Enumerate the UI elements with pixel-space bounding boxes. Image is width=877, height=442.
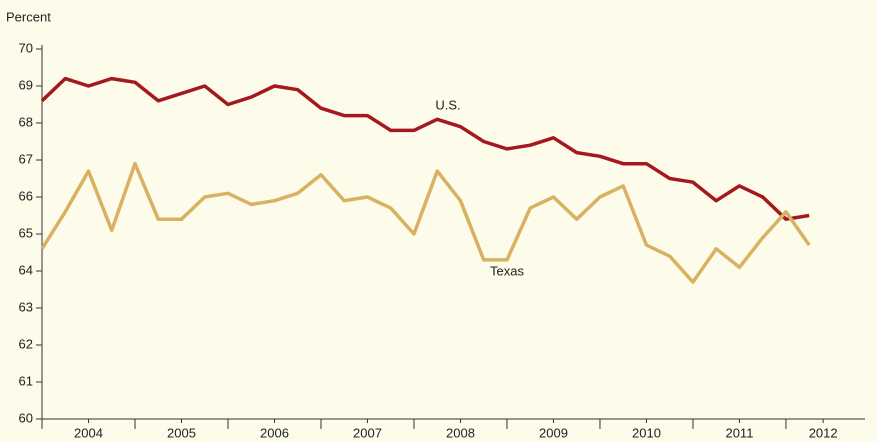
series-line — [40, 161, 811, 284]
y-tick-label: 61 — [19, 373, 33, 388]
x-tick-label: 2011 — [725, 425, 753, 440]
x-tick-label: 2009 — [539, 425, 568, 440]
y-tick-label: 67 — [19, 151, 33, 166]
x-tick-label: 2004 — [74, 425, 103, 440]
y-tick-label: 62 — [19, 336, 33, 351]
y-tick-label: 60 — [19, 410, 33, 425]
series-line — [40, 76, 810, 221]
x-tick-label: 2012 — [809, 425, 838, 440]
series-label: U.S. — [435, 97, 460, 112]
y-tick-label: 65 — [19, 225, 33, 240]
y-tick-label: 64 — [19, 262, 33, 277]
y-axis-label: Percent — [6, 9, 51, 24]
x-tick-label: 2007 — [353, 425, 382, 440]
y-tick-label: 68 — [19, 114, 33, 129]
x-tick-label: 2008 — [446, 425, 475, 440]
x-tick-label: 2006 — [260, 425, 289, 440]
y-tick-label: 66 — [19, 188, 33, 203]
x-tick-label: 2005 — [167, 425, 196, 440]
y-tick-label: 69 — [19, 77, 33, 92]
y-tick-label: 63 — [19, 299, 33, 314]
y-tick-label: 70 — [19, 40, 33, 55]
x-tick-label: 2010 — [632, 425, 661, 440]
series-label: Texas — [490, 263, 524, 278]
